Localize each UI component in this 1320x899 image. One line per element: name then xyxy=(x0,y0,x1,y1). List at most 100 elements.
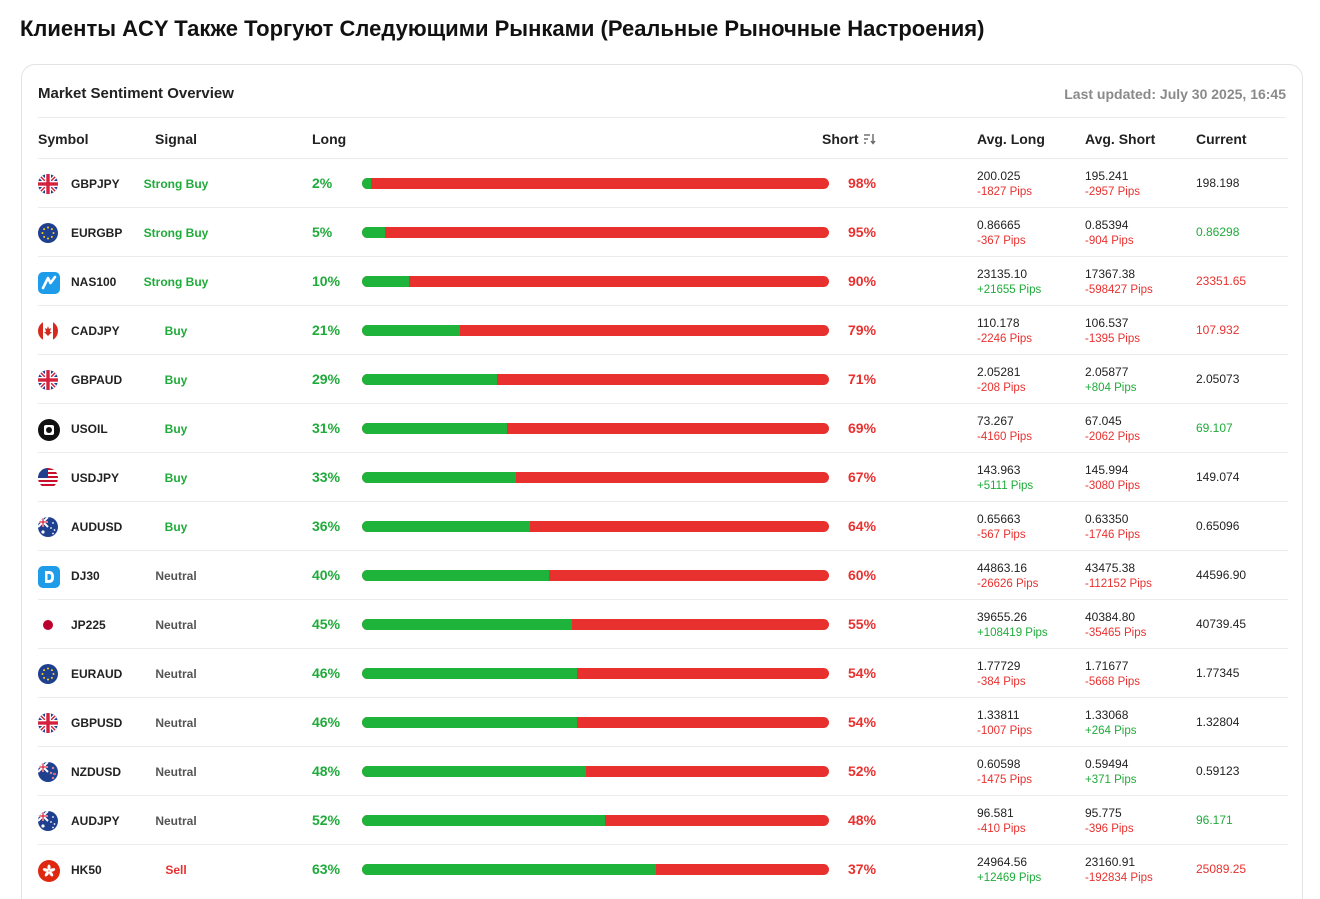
avg-short-pips: +264 Pips xyxy=(1085,725,1137,737)
avg-long-price: 1.33811 xyxy=(977,708,1020,722)
long-percent: 48% xyxy=(312,763,341,779)
table-row[interactable]: GBPAUD Buy 29% 71% 2.05281 -208 Pips 2.05877 +8… xyxy=(38,354,1288,403)
symbol-label[interactable]: NAS100 xyxy=(71,275,117,289)
short-percent: 54% xyxy=(848,714,877,730)
symbol-label[interactable]: CADJPY xyxy=(71,324,120,338)
current-price: 1.32804 xyxy=(1196,715,1240,729)
table-row[interactable]: CADJPY Buy 21% 79% 110.178 -2246 Pips 106.537 -… xyxy=(38,305,1288,354)
table-row[interactable]: NAS100 Strong Buy 10% 90% 23135.10 +21655 Pip… xyxy=(38,256,1288,305)
avg-short-price: 67.045 xyxy=(1085,414,1122,428)
signal-label: Neutral xyxy=(155,716,197,730)
table-row[interactable]: NZDUSD Neutral 48% 52% 0.60598 -1475 Pips 0.59… xyxy=(38,746,1288,795)
avg-long-pips: -1007 Pips xyxy=(977,725,1032,737)
avg-long-cell: 44863.16 -26626 Pips xyxy=(977,560,1038,592)
table-row[interactable]: GBPUSD Neutral 46% 54% 1.33811 -1007 Pips 1.33… xyxy=(38,697,1288,746)
symbol-label[interactable]: AUDJPY xyxy=(71,814,120,828)
long-percent: 46% xyxy=(312,714,341,730)
long-bar-fill xyxy=(362,325,461,336)
header-short-group[interactable]: Short xyxy=(822,131,876,148)
table-row[interactable]: USOIL Buy 31% 69% 73.267 -4160 Pips 67.045 -206… xyxy=(38,403,1288,452)
header-signal[interactable]: Signal xyxy=(154,131,197,147)
avg-short-cell: 145.994 -3080 Pips xyxy=(1085,462,1140,494)
header-avg-long[interactable]: Avg. Long xyxy=(977,131,1045,147)
long-percent: 33% xyxy=(312,469,341,485)
table-row[interactable]: GBPJPY Strong Buy 2% 98% 200.025 -1827 Pips 19… xyxy=(38,158,1288,207)
avg-short-price: 40384.80 xyxy=(1085,610,1136,624)
short-percent: 69% xyxy=(848,420,877,436)
avg-short-price: 0.59494 xyxy=(1085,757,1129,771)
sentiment-card: Market Sentiment Overview Last updated: … xyxy=(21,64,1303,899)
table-row[interactable]: EURAUD Neutral 46% 54% 1.77729 -384 Pips 1.716… xyxy=(38,648,1288,697)
avg-short-pips: -1395 Pips xyxy=(1085,333,1140,345)
table-row[interactable]: AUDJPY Neutral 52% 48% 96.581 -410 Pips 95.775… xyxy=(38,795,1288,844)
symbol-label[interactable]: NZDUSD xyxy=(71,765,121,779)
signal-label: Neutral xyxy=(155,618,197,632)
table-row[interactable]: EURGBP Strong Buy 5% 95% 0.86665 -367 Pips 0.8… xyxy=(38,207,1288,256)
avg-short-cell: 40384.80 -35465 Pips xyxy=(1085,609,1146,641)
avg-long-cell: 110.178 -2246 Pips xyxy=(977,315,1032,347)
avg-long-price: 0.65663 xyxy=(977,512,1021,526)
current-price: 107.932 xyxy=(1196,323,1240,337)
header-avg-short[interactable]: Avg. Short xyxy=(1085,131,1156,147)
avg-long-cell: 200.025 -1827 Pips xyxy=(977,168,1032,200)
avg-short-cell: 95.775 -396 Pips xyxy=(1085,805,1134,837)
symbol-label[interactable]: USOIL xyxy=(71,422,108,436)
table-row[interactable]: DJ30 Neutral 40% 60% 44863.16 -26626 Pips 4347… xyxy=(38,550,1288,599)
symbol-label[interactable]: GBPUSD xyxy=(71,716,123,730)
sentiment-bar xyxy=(362,619,829,630)
symbol-label[interactable]: GBPAUD xyxy=(71,373,123,387)
symbol-label[interactable]: JP225 xyxy=(71,618,106,632)
sentiment-bar xyxy=(362,521,829,532)
long-bar-fill xyxy=(362,227,386,238)
table-row[interactable]: AUDUSD Buy 36% 64% 0.65663 -567 Pips 0.63350 -1… xyxy=(38,501,1288,550)
avg-long-cell: 2.05281 -208 Pips xyxy=(977,364,1026,396)
avg-long-price: 0.60598 xyxy=(977,757,1021,771)
avg-long-pips: -2246 Pips xyxy=(977,333,1032,345)
table-row[interactable]: USDJPY Buy 33% 67% 143.963 +5111 Pips 145.994 -… xyxy=(38,452,1288,501)
uk-flag-icon xyxy=(38,713,58,733)
symbol-label[interactable]: AUDUSD xyxy=(71,520,123,534)
current-price: 40739.45 xyxy=(1196,617,1247,631)
avg-long-pips: +12469 Pips xyxy=(977,872,1042,884)
symbol-label[interactable]: USDJPY xyxy=(71,471,120,485)
avg-short-price: 106.537 xyxy=(1085,316,1129,330)
current-price: 0.59123 xyxy=(1196,764,1240,778)
avg-long-cell: 96.581 -410 Pips xyxy=(977,805,1026,837)
sentiment-bar xyxy=(362,766,829,777)
sentiment-bar xyxy=(362,227,829,238)
avg-long-pips: -1827 Pips xyxy=(977,186,1032,198)
symbol-label[interactable]: DJ30 xyxy=(71,569,100,583)
long-bar-fill xyxy=(362,619,573,630)
avg-long-price: 23135.10 xyxy=(977,267,1028,281)
card-title: Market Sentiment Overview xyxy=(38,85,234,102)
current-price: 69.107 xyxy=(1196,421,1233,435)
symbol-label[interactable]: EURGBP xyxy=(71,226,123,240)
long-percent: 36% xyxy=(312,518,341,534)
long-percent: 52% xyxy=(312,812,341,828)
header-long[interactable]: Long xyxy=(312,131,347,147)
sort-icon[interactable] xyxy=(863,132,876,148)
symbol-label[interactable]: HK50 xyxy=(71,863,102,877)
long-bar-fill xyxy=(362,864,657,875)
header-short[interactable]: Short xyxy=(822,131,859,147)
table-row[interactable]: JP225 Neutral 45% 55% 39655.26 +108419 Pips 40… xyxy=(38,599,1288,648)
avg-short-pips: -598427 Pips xyxy=(1085,284,1153,296)
signal-label: Buy xyxy=(164,422,188,436)
avg-short-price: 43475.38 xyxy=(1085,561,1136,575)
header-current[interactable]: Current xyxy=(1196,131,1247,147)
short-percent: 90% xyxy=(848,273,877,289)
table-row[interactable]: HK50 Sell 63% 37% 24964.56 +12469 Pips 23160.9… xyxy=(38,844,1288,893)
avg-long-pips: -4160 Pips xyxy=(977,431,1032,443)
avg-long-pips: +108419 Pips xyxy=(977,627,1048,639)
hong-kong-flag-icon xyxy=(38,860,60,882)
avg-short-cell: 43475.38 -112152 Pips xyxy=(1085,560,1152,592)
avg-long-cell: 0.86665 -367 Pips xyxy=(977,217,1026,249)
long-bar-fill xyxy=(362,668,577,679)
header-symbol[interactable]: Symbol xyxy=(38,131,89,147)
avg-short-pips: -3080 Pips xyxy=(1085,480,1140,492)
symbol-label[interactable]: EURAUD xyxy=(71,667,123,681)
avg-long-cell: 0.60598 -1475 Pips xyxy=(977,756,1032,788)
symbol-label[interactable]: GBPJPY xyxy=(71,177,120,191)
sentiment-bar xyxy=(362,864,829,875)
avg-short-price: 95.775 xyxy=(1085,806,1122,820)
